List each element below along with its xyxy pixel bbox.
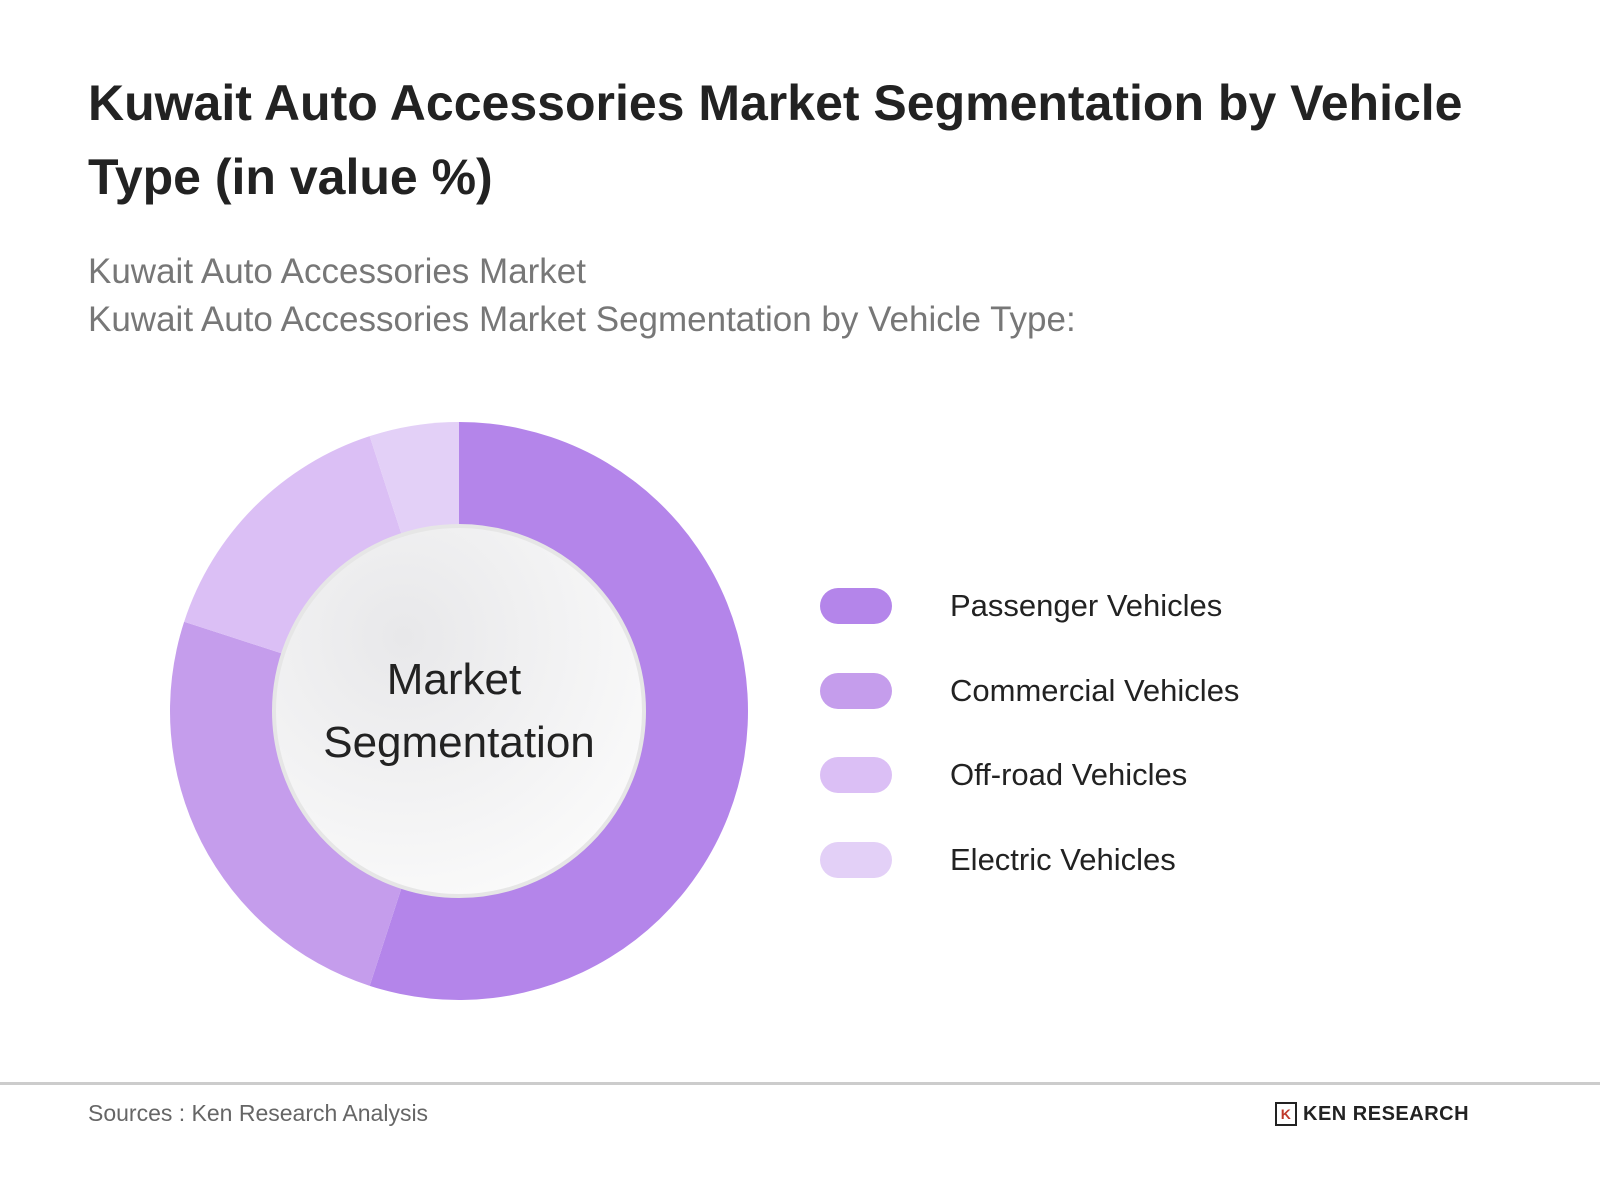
legend-swatch xyxy=(820,841,892,878)
donut-chart: Market Segmentation xyxy=(170,422,748,1001)
legend-label: Passenger Vehicles xyxy=(950,588,1223,623)
center-label-2: Segmentation xyxy=(323,718,595,767)
subtitle-line-1: Kuwait Auto Accessories Market xyxy=(88,252,586,291)
footer-divider xyxy=(0,1082,1600,1085)
donut-center xyxy=(272,524,646,898)
legend-swatch xyxy=(820,672,892,709)
source-note: Sources : Ken Research Analysis xyxy=(88,1100,429,1126)
legend-swatch xyxy=(820,757,892,793)
legend-label: Electric Vehicles xyxy=(950,841,1176,877)
legend-item: Off-road Vehicles xyxy=(820,757,1239,793)
legend: Passenger Vehicles Commercial Vehicles O… xyxy=(820,588,1239,926)
legend-swatch xyxy=(820,588,892,624)
legend-item: Commercial Vehicles xyxy=(820,672,1240,709)
chart-title: Kuwait Auto Accessories Market Segmentat… xyxy=(88,75,1463,205)
logo-k-icon: K xyxy=(1275,1102,1297,1126)
legend-item: Passenger Vehicles xyxy=(820,588,1239,624)
ken-research-logo: K KEN RESEARCH xyxy=(1275,1102,1469,1126)
logo-text: KEN RESEARCH xyxy=(1303,1102,1470,1125)
center-label-1: Market xyxy=(387,655,521,704)
legend-label: Off-road Vehicles xyxy=(950,757,1188,792)
legend-label: Commercial Vehicles xyxy=(950,672,1240,708)
subtitle-line-2: Kuwait Auto Accessories Market Segmentat… xyxy=(88,300,1076,339)
legend-item: Electric Vehicles xyxy=(820,841,1239,878)
